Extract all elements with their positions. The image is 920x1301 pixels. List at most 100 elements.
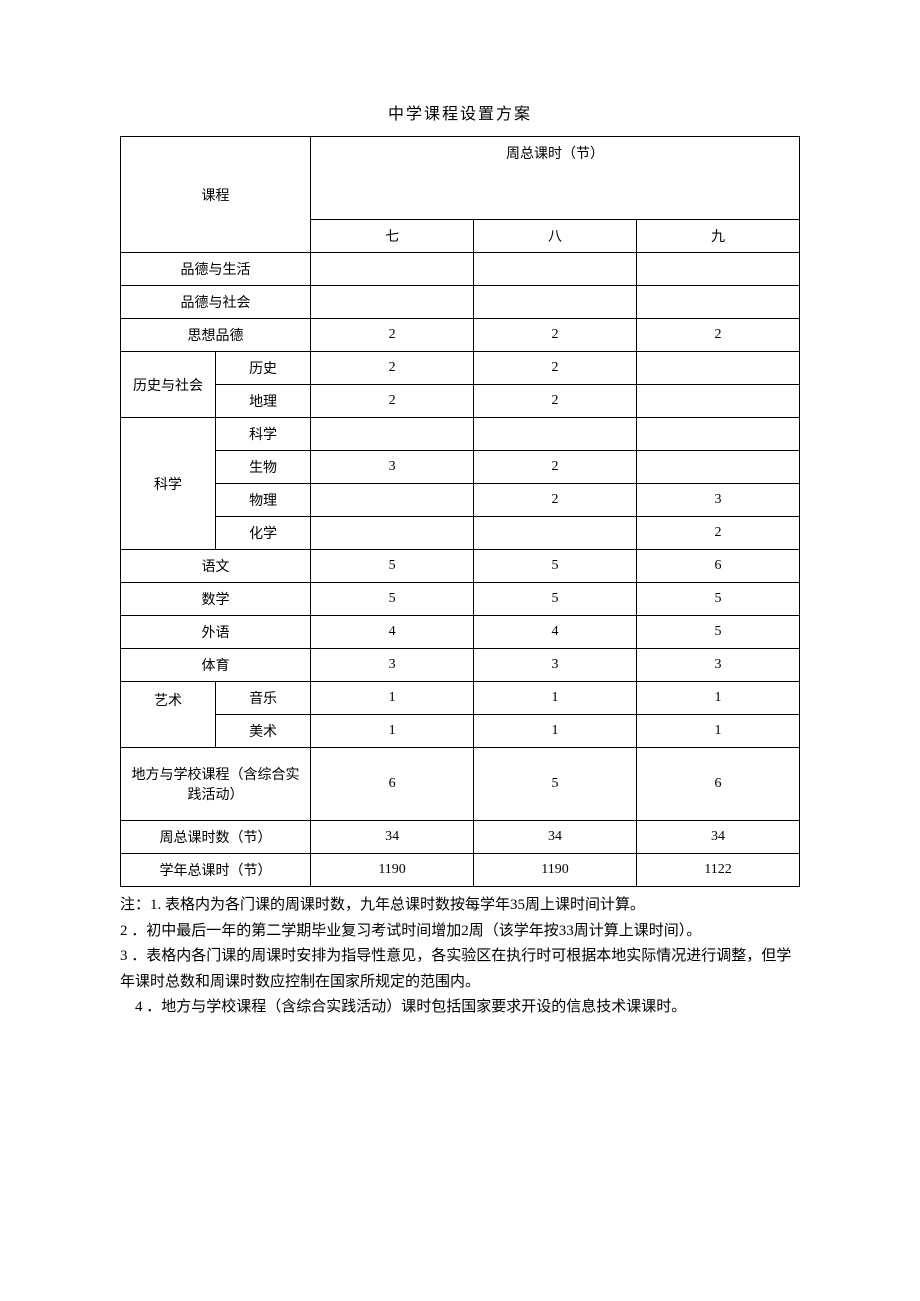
cell-g9: 34 <box>637 821 800 854</box>
row-foreign-lang: 外语 4 4 5 <box>121 616 800 649</box>
cell-label: 数学 <box>121 583 311 616</box>
notes-section: 注：1. 表格内为各门课的周课时数，九年总课时数按每学年35周上课时间计算。 2… <box>120 893 800 1021</box>
cell-g9: 2 <box>637 319 800 352</box>
row-math: 数学 5 5 5 <box>121 583 800 616</box>
cell-label: 思想品德 <box>121 319 311 352</box>
header-course-label: 课程 <box>121 137 311 253</box>
cell-g9: 5 <box>637 583 800 616</box>
cell-g9 <box>637 451 800 484</box>
cell-label: 品德与社会 <box>121 286 311 319</box>
page-title: 中学课程设置方案 <box>120 100 800 124</box>
row-pe: 体育 3 3 3 <box>121 649 800 682</box>
cell-label: 体育 <box>121 649 311 682</box>
document-page: 中学课程设置方案 课程 周总课时（节） 七 八 九 品德与生活 <box>0 0 920 1081</box>
cell-g8: 3 <box>474 649 637 682</box>
cell-g7: 3 <box>311 451 474 484</box>
row-chemistry: 化学 2 <box>121 517 800 550</box>
header-week-total-label: 周总课时（节） <box>311 137 800 220</box>
row-physics: 物理 2 3 <box>121 484 800 517</box>
cell-label: 语文 <box>121 550 311 583</box>
cell-g8: 5 <box>474 748 637 821</box>
cell-g9 <box>637 253 800 286</box>
row-ideology: 思想品德 2 2 2 <box>121 319 800 352</box>
note-3: 3 ．表格内各门课的周课时安排为指导性意见，各实验区在执行时可根据本地实际情况进… <box>120 944 800 995</box>
cell-g7: 1 <box>311 715 474 748</box>
header-grade-9: 九 <box>637 220 800 253</box>
row-morals-life: 品德与生活 <box>121 253 800 286</box>
row-year-total: 学年总课时（节） 1190 1190 1122 <box>121 854 800 887</box>
cell-g8: 1 <box>474 715 637 748</box>
cell-label: 地方与学校课程（含综合实践活动） <box>121 748 311 821</box>
cell-label: 品德与生活 <box>121 253 311 286</box>
note-2: 2 ．初中最后一年的第二学期毕业复习考试时间增加2周（该学年按33周计算上课时间… <box>120 919 800 945</box>
row-fine-art: 美术 1 1 1 <box>121 715 800 748</box>
table-header-row-1: 课程 周总课时（节） <box>121 137 800 220</box>
cell-g7 <box>311 484 474 517</box>
header-grade-7: 七 <box>311 220 474 253</box>
cell-g9: 6 <box>637 748 800 821</box>
cell-g8: 2 <box>474 484 637 517</box>
header-grade-8: 八 <box>474 220 637 253</box>
cell-label: 生物 <box>216 451 311 484</box>
cell-g9: 2 <box>637 517 800 550</box>
cell-g9 <box>637 352 800 385</box>
cell-g9: 1122 <box>637 854 800 887</box>
cell-g7: 3 <box>311 649 474 682</box>
cell-g8: 34 <box>474 821 637 854</box>
cell-g9: 1 <box>637 715 800 748</box>
cell-g9: 6 <box>637 550 800 583</box>
cell-label: 美术 <box>216 715 311 748</box>
cell-g7: 2 <box>311 385 474 418</box>
cell-label: 科学 <box>216 418 311 451</box>
cell-g8 <box>474 418 637 451</box>
cell-g8 <box>474 253 637 286</box>
row-week-total: 周总课时数（节） 34 34 34 <box>121 821 800 854</box>
cell-g7 <box>311 418 474 451</box>
row-history: 历史与社会 历史 2 2 <box>121 352 800 385</box>
row-chinese: 语文 5 5 6 <box>121 550 800 583</box>
cell-g8: 2 <box>474 451 637 484</box>
cell-g9: 3 <box>637 484 800 517</box>
cell-label: 化学 <box>216 517 311 550</box>
cell-g7: 5 <box>311 583 474 616</box>
row-music: 艺术 音乐 1 1 1 <box>121 682 800 715</box>
cell-g9: 1 <box>637 682 800 715</box>
cell-g7: 6 <box>311 748 474 821</box>
cell-g8: 5 <box>474 550 637 583</box>
cell-g9: 5 <box>637 616 800 649</box>
cell-g7: 1190 <box>311 854 474 887</box>
row-local-school: 地方与学校课程（含综合实践活动） 6 5 6 <box>121 748 800 821</box>
note-4: 4 ．地方与学校课程（含综合实践活动）课时包括国家要求开设的信息技术课课时。 <box>120 995 800 1021</box>
row-biology: 生物 3 2 <box>121 451 800 484</box>
cell-g7: 2 <box>311 319 474 352</box>
cell-g9 <box>637 418 800 451</box>
cell-g8: 4 <box>474 616 637 649</box>
cell-label: 历史 <box>216 352 311 385</box>
cell-g9 <box>637 286 800 319</box>
cell-g8: 1 <box>474 682 637 715</box>
cell-group-history-society: 历史与社会 <box>121 352 216 418</box>
cell-group-art: 艺术 <box>121 682 216 748</box>
cell-group-science: 科学 <box>121 418 216 550</box>
cell-g7: 4 <box>311 616 474 649</box>
cell-label: 音乐 <box>216 682 311 715</box>
cell-g8: 1190 <box>474 854 637 887</box>
note-1: 注：1. 表格内为各门课的周课时数，九年总课时数按每学年35周上课时间计算。 <box>120 893 800 919</box>
cell-label: 地理 <box>216 385 311 418</box>
row-geography: 地理 2 2 <box>121 385 800 418</box>
cell-g9: 3 <box>637 649 800 682</box>
cell-g7: 34 <box>311 821 474 854</box>
cell-g8 <box>474 517 637 550</box>
cell-g8: 2 <box>474 352 637 385</box>
cell-label: 外语 <box>121 616 311 649</box>
cell-label: 学年总课时（节） <box>121 854 311 887</box>
row-morals-society: 品德与社会 <box>121 286 800 319</box>
cell-g7 <box>311 286 474 319</box>
cell-g8: 2 <box>474 385 637 418</box>
curriculum-table: 课程 周总课时（节） 七 八 九 品德与生活 品德与社会 思想 <box>120 136 800 887</box>
cell-g7: 1 <box>311 682 474 715</box>
cell-label: 周总课时数（节） <box>121 821 311 854</box>
cell-g8 <box>474 286 637 319</box>
cell-g7 <box>311 253 474 286</box>
cell-g8: 2 <box>474 319 637 352</box>
